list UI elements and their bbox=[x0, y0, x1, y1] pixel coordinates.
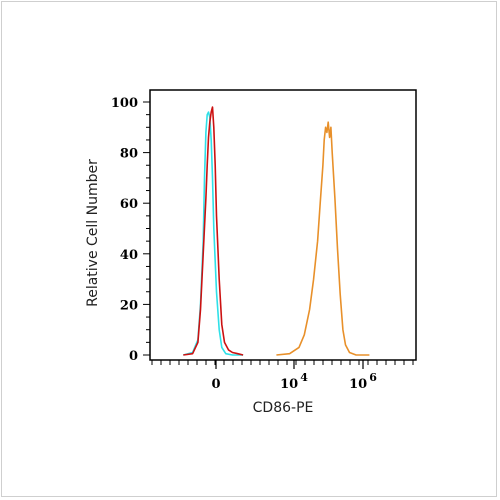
y-tick-label: 100 bbox=[111, 96, 138, 111]
histogram-curve-1 bbox=[183, 111, 244, 356]
x-axis-ticks: 0 10 4 10 6 bbox=[151, 360, 414, 392]
x-axis-label: CD86-PE bbox=[253, 400, 314, 416]
x-tick-label: 0 bbox=[211, 377, 220, 392]
y-axis-ticks: 0 20 40 60 80 100 bbox=[111, 96, 150, 364]
histogram-series bbox=[183, 106, 370, 356]
y-axis-label: Relative Cell Number bbox=[85, 159, 101, 307]
y-tick-label: 0 bbox=[129, 349, 138, 364]
plot-area bbox=[149, 89, 417, 361]
y-tick-label: 40 bbox=[120, 248, 138, 263]
y-tick-label: 80 bbox=[120, 147, 138, 162]
x-tick-exponent: 4 bbox=[300, 371, 308, 384]
histogram-curve-2 bbox=[183, 106, 244, 356]
x-tick-exponent: 6 bbox=[369, 371, 377, 384]
x-tick-label: 10 4 bbox=[280, 371, 308, 392]
y-tick-label: 60 bbox=[120, 197, 138, 212]
x-tick-label: 10 6 bbox=[349, 371, 377, 392]
histogram-curve-3 bbox=[276, 121, 370, 356]
y-tick-label: 20 bbox=[120, 298, 138, 313]
